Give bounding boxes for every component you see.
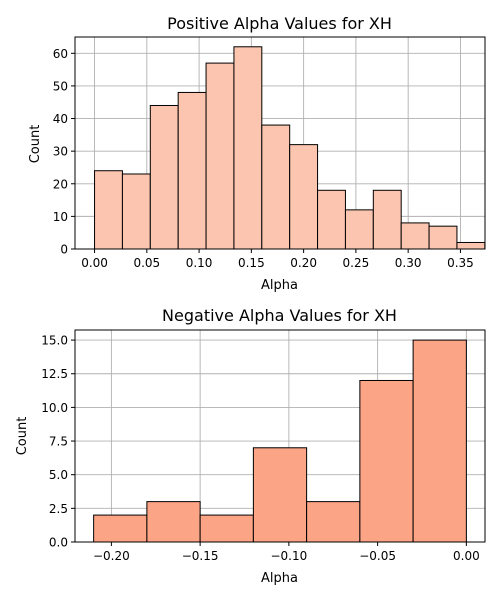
x-tick-label: 0.15 — [238, 256, 265, 270]
histogram-bar — [199, 514, 254, 543]
x-axis-label: Alpha — [261, 278, 298, 293]
y-tick-label: 5.0 — [49, 468, 68, 482]
axes: −0.20 −0.15 −0.10 −0.05 0.00 0.0 2.5 5.0 7.5 10.0… — [41, 329, 486, 563]
histogram-bar — [428, 225, 458, 250]
x-tick-label: 0.30 — [395, 256, 422, 270]
x-axis-label: Alpha — [261, 571, 298, 586]
histogram-bar — [456, 241, 486, 250]
x-tick-label: −0.20 — [93, 549, 130, 563]
histogram-bar — [306, 501, 361, 543]
y-tick-label: 40 — [53, 112, 68, 126]
y-tick-label: 30 — [53, 145, 68, 159]
positive-alpha-histogram: Positive Alpha Values for XH Alpha Count… — [28, 14, 486, 293]
histogram-bar — [412, 339, 467, 543]
histogram-bar — [252, 447, 308, 543]
y-axis-label: Count — [28, 125, 43, 164]
histogram-bar — [146, 501, 201, 543]
y-axis-label: Count — [15, 417, 30, 456]
y-tick-label: 12.5 — [41, 367, 68, 381]
histogram-bar — [400, 222, 430, 250]
negative-alpha-histogram: Negative Alpha Values for XH Alpha Count… — [15, 306, 486, 586]
histogram-bar — [317, 189, 346, 250]
y-tick-label: 10.0 — [41, 401, 68, 415]
histogram-bar — [121, 173, 151, 250]
y-tick-label: 2.5 — [49, 502, 68, 516]
histogram-bar — [289, 144, 319, 250]
y-tick-label: 0.0 — [49, 536, 68, 550]
y-tick-label: 60 — [53, 47, 68, 61]
x-tick-label: 0.25 — [343, 256, 370, 270]
x-tick-label: −0.05 — [359, 549, 396, 563]
histogram-bar — [344, 209, 374, 250]
histogram-bar — [149, 104, 179, 250]
histogram-bar — [93, 514, 148, 543]
x-tick-label: 0.10 — [186, 256, 213, 270]
x-tick-label: 0.00 — [453, 549, 480, 563]
y-tick-label: 0 — [60, 243, 68, 257]
y-tick-label: 7.5 — [49, 435, 68, 449]
axes: 0.00 0.05 0.10 0.15 0.20 0.25 0.30 0.35 0 10 20 30 4… — [53, 36, 486, 270]
histogram-bar — [177, 91, 207, 250]
x-tick-label: 0.35 — [447, 256, 474, 270]
histogram-bar — [233, 46, 263, 250]
axes-frame — [74, 329, 486, 543]
y-tick-label: 10 — [53, 210, 68, 224]
histogram-bar — [94, 170, 123, 250]
histogram-bar — [205, 62, 235, 250]
x-tick-label: −0.10 — [270, 549, 307, 563]
histogram-bar — [372, 189, 402, 250]
axes-frame — [74, 36, 486, 250]
x-tick-label: 0.00 — [81, 256, 108, 270]
x-tick-label: −0.15 — [182, 549, 219, 563]
histogram-bar — [261, 124, 291, 250]
y-tick-label: 50 — [53, 79, 68, 93]
y-tick-label: 20 — [53, 177, 68, 191]
histogram-bar — [359, 379, 414, 543]
chart-title: Positive Alpha Values for XH — [167, 14, 392, 33]
x-tick-label: 0.20 — [290, 256, 317, 270]
bars — [94, 46, 486, 250]
y-tick-label: 15.0 — [41, 334, 68, 348]
chart-title: Negative Alpha Values for XH — [162, 306, 397, 325]
x-tick-label: 0.05 — [133, 256, 160, 270]
bars — [93, 339, 467, 543]
